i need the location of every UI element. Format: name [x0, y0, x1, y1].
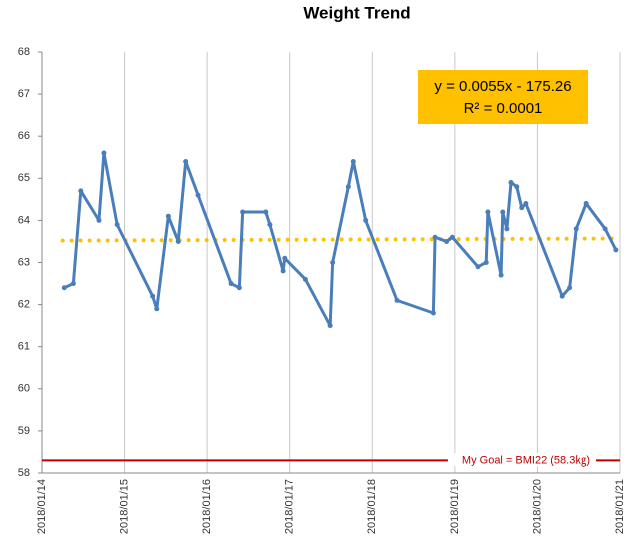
data-point	[449, 234, 455, 240]
data-point	[363, 217, 369, 223]
y-tick-label: 65	[18, 172, 30, 184]
x-tick-label: 2018/01/20	[531, 479, 543, 534]
y-tick-label: 61	[18, 341, 30, 353]
data-point	[282, 255, 288, 261]
data-point	[514, 184, 520, 190]
data-point	[602, 226, 608, 232]
y-tick-label: 68	[18, 46, 30, 58]
x-tick-label: 2018/01/14	[36, 479, 48, 534]
equation-box	[418, 70, 588, 124]
x-tick-label: 2018/01/18	[366, 479, 378, 534]
data-point	[444, 238, 450, 244]
y-tick-label: 66	[18, 130, 30, 142]
data-point	[70, 281, 76, 287]
data-point	[150, 293, 156, 299]
data-point	[327, 323, 333, 329]
data-line	[63, 151, 618, 328]
data-point	[165, 213, 171, 219]
data-point	[236, 285, 242, 291]
x-tick-label: 2018/01/15	[118, 479, 130, 534]
data-point	[519, 205, 525, 211]
x-tick-label: 2018/01/19	[449, 479, 461, 534]
y-tick-label: 59	[18, 425, 30, 437]
data-point	[498, 272, 504, 278]
data-point	[613, 247, 619, 253]
data-point	[508, 180, 514, 186]
x-tick-label: 2018/01/16	[201, 479, 213, 534]
data-point	[432, 234, 438, 240]
data-point	[240, 209, 246, 215]
goal-label: My Goal = BMI22 (58.3㎏)	[462, 453, 590, 466]
data-point	[485, 209, 491, 215]
data-point	[302, 276, 308, 282]
y-tick-label: 58	[18, 467, 30, 479]
data-point	[500, 209, 506, 215]
data-point	[61, 285, 67, 291]
data-point	[350, 158, 356, 164]
y-tick-label: 67	[18, 88, 30, 100]
data-point	[228, 281, 234, 287]
data-point	[96, 217, 102, 223]
data-point	[267, 222, 273, 228]
data-point	[504, 226, 510, 232]
data-point	[101, 150, 107, 156]
data-point	[583, 201, 589, 207]
goal-label-bg	[447, 453, 596, 467]
data-point	[483, 260, 489, 265]
data-point	[523, 201, 529, 207]
y-tick-label: 64	[18, 214, 30, 226]
data-point	[559, 293, 565, 299]
data-point	[78, 188, 84, 194]
chart-title: Weight Trend	[303, 3, 410, 22]
x-tick-label: 2018/01/21	[614, 479, 626, 534]
equation-text: R² = 0.0001	[464, 100, 543, 117]
data-point	[114, 222, 120, 228]
x-tick-label: 2018/01/17	[284, 479, 296, 534]
data-point	[573, 226, 579, 232]
y-tick-label: 63	[18, 256, 30, 268]
data-point	[154, 306, 160, 312]
data-point	[430, 310, 436, 316]
data-point	[394, 297, 400, 303]
data-point	[175, 238, 181, 244]
y-tick-label: 62	[18, 299, 30, 311]
data-point	[345, 184, 351, 190]
data-point	[195, 192, 201, 198]
data-point	[183, 158, 189, 164]
data-point	[280, 268, 286, 274]
y-tick-label: 60	[18, 383, 30, 395]
data-point	[330, 260, 336, 265]
equation-text: y = 0.0055x - 175.26	[434, 78, 571, 95]
data-point	[475, 264, 481, 270]
trendline	[60, 236, 622, 243]
data-point	[263, 209, 269, 215]
data-point	[567, 285, 573, 291]
